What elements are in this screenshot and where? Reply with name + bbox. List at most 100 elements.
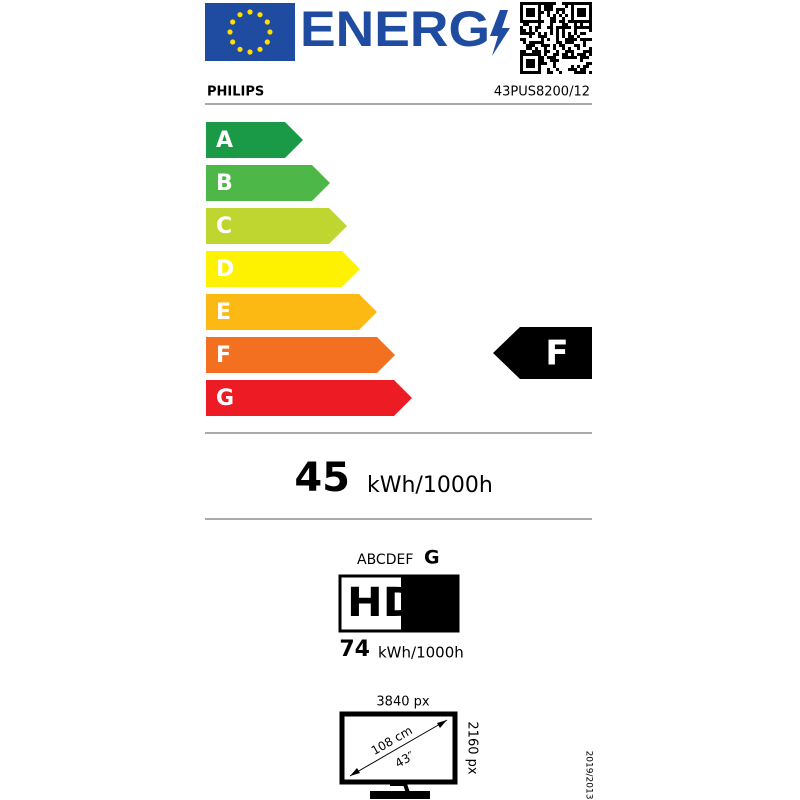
energy-value: 45	[294, 455, 350, 501]
qr-cell	[550, 5, 553, 8]
qr-cell	[583, 38, 586, 41]
class-arrow	[206, 208, 347, 244]
qr-cell	[541, 35, 544, 38]
qr-cell	[571, 38, 574, 41]
class-letter: F	[216, 343, 231, 368]
qr-cell	[532, 44, 535, 47]
qr-cell	[580, 68, 583, 71]
qr-cell	[547, 44, 550, 47]
qr-cell	[559, 20, 562, 23]
qr-cell	[553, 59, 556, 62]
hdr-unit: kWh/1000h	[378, 644, 464, 662]
qr-cell	[577, 65, 580, 68]
qr-cell	[568, 35, 571, 38]
qr-cell	[544, 2, 547, 5]
qr-cell	[577, 44, 580, 47]
qr-cell	[559, 26, 562, 29]
tv-stand	[370, 782, 430, 799]
qr-cell	[586, 65, 589, 68]
qr-cell	[568, 41, 571, 44]
qr-cell	[532, 41, 535, 44]
qr-cell	[538, 41, 541, 44]
qr-cell	[523, 23, 526, 26]
qr-cell	[562, 29, 565, 32]
qr-cell	[589, 23, 592, 26]
star	[227, 29, 233, 35]
qr-cell	[583, 41, 586, 44]
qr-cell	[586, 26, 589, 29]
qr-cell	[559, 41, 562, 44]
qr-cell	[529, 26, 532, 29]
qr-cell	[529, 29, 532, 32]
qr-cell	[574, 23, 577, 26]
qr-cell	[541, 62, 544, 65]
qr-cell	[535, 26, 538, 29]
qr-cell	[565, 53, 568, 56]
qr-cell	[550, 29, 553, 32]
qr-cell	[583, 56, 586, 59]
arrowhead	[350, 768, 360, 776]
qr-cell	[544, 35, 547, 38]
qr-cell	[589, 71, 592, 74]
qr-cell	[580, 26, 583, 29]
qr-cell	[550, 71, 553, 74]
qr-cell	[577, 47, 580, 50]
qr-cell	[571, 68, 574, 71]
qr-cell	[568, 2, 571, 5]
qr-cell	[580, 38, 583, 41]
qr-cell	[538, 35, 541, 38]
qr-cell	[580, 32, 583, 35]
qr-cell	[568, 68, 571, 71]
qr-cell	[547, 56, 550, 59]
qr-cell	[553, 53, 556, 56]
qr-cell	[574, 68, 577, 71]
qr-cell	[553, 20, 556, 23]
qr-cell	[556, 35, 559, 38]
qr-cell	[550, 20, 553, 23]
qr-cell	[580, 53, 583, 56]
qr-cell	[565, 50, 568, 53]
hdr-logo: HDR	[347, 580, 451, 626]
star	[264, 19, 270, 25]
star	[230, 39, 236, 45]
qr-cell	[574, 32, 577, 35]
qr-cell	[562, 35, 565, 38]
qr-cell	[562, 11, 565, 14]
qr-finder	[526, 59, 535, 68]
qr-finder	[526, 8, 535, 17]
qr-cell	[544, 62, 547, 65]
qr-cell	[571, 53, 574, 56]
qr-cell	[520, 50, 523, 53]
qr-cell	[571, 41, 574, 44]
qr-cell	[583, 32, 586, 35]
star	[237, 46, 243, 52]
qr-cell	[553, 47, 556, 50]
qr-cell	[589, 38, 592, 41]
qr-cell	[529, 47, 532, 50]
qr-cell	[544, 32, 547, 35]
qr-cell	[553, 65, 556, 68]
class-letter: D	[216, 257, 234, 282]
qr-cell	[520, 26, 523, 29]
qr-cell	[538, 26, 541, 29]
qr-finder	[520, 53, 541, 74]
qr-cell	[535, 41, 538, 44]
qr-cell	[589, 47, 592, 50]
qr-cell	[568, 20, 571, 23]
qr-cell	[553, 17, 556, 20]
qr-cell	[520, 29, 523, 32]
arrowhead	[437, 720, 447, 728]
qr-cell	[583, 26, 586, 29]
diagonal-in: 43″	[393, 748, 418, 770]
qr-cell	[559, 14, 562, 17]
qr-finder	[520, 2, 541, 23]
hdr-value: 74	[339, 637, 370, 662]
star	[257, 46, 263, 52]
qr-cell	[574, 29, 577, 32]
qr-cell	[583, 68, 586, 71]
qr-cell	[565, 2, 568, 5]
qr-cell	[547, 50, 550, 53]
qr-cell	[550, 17, 553, 20]
